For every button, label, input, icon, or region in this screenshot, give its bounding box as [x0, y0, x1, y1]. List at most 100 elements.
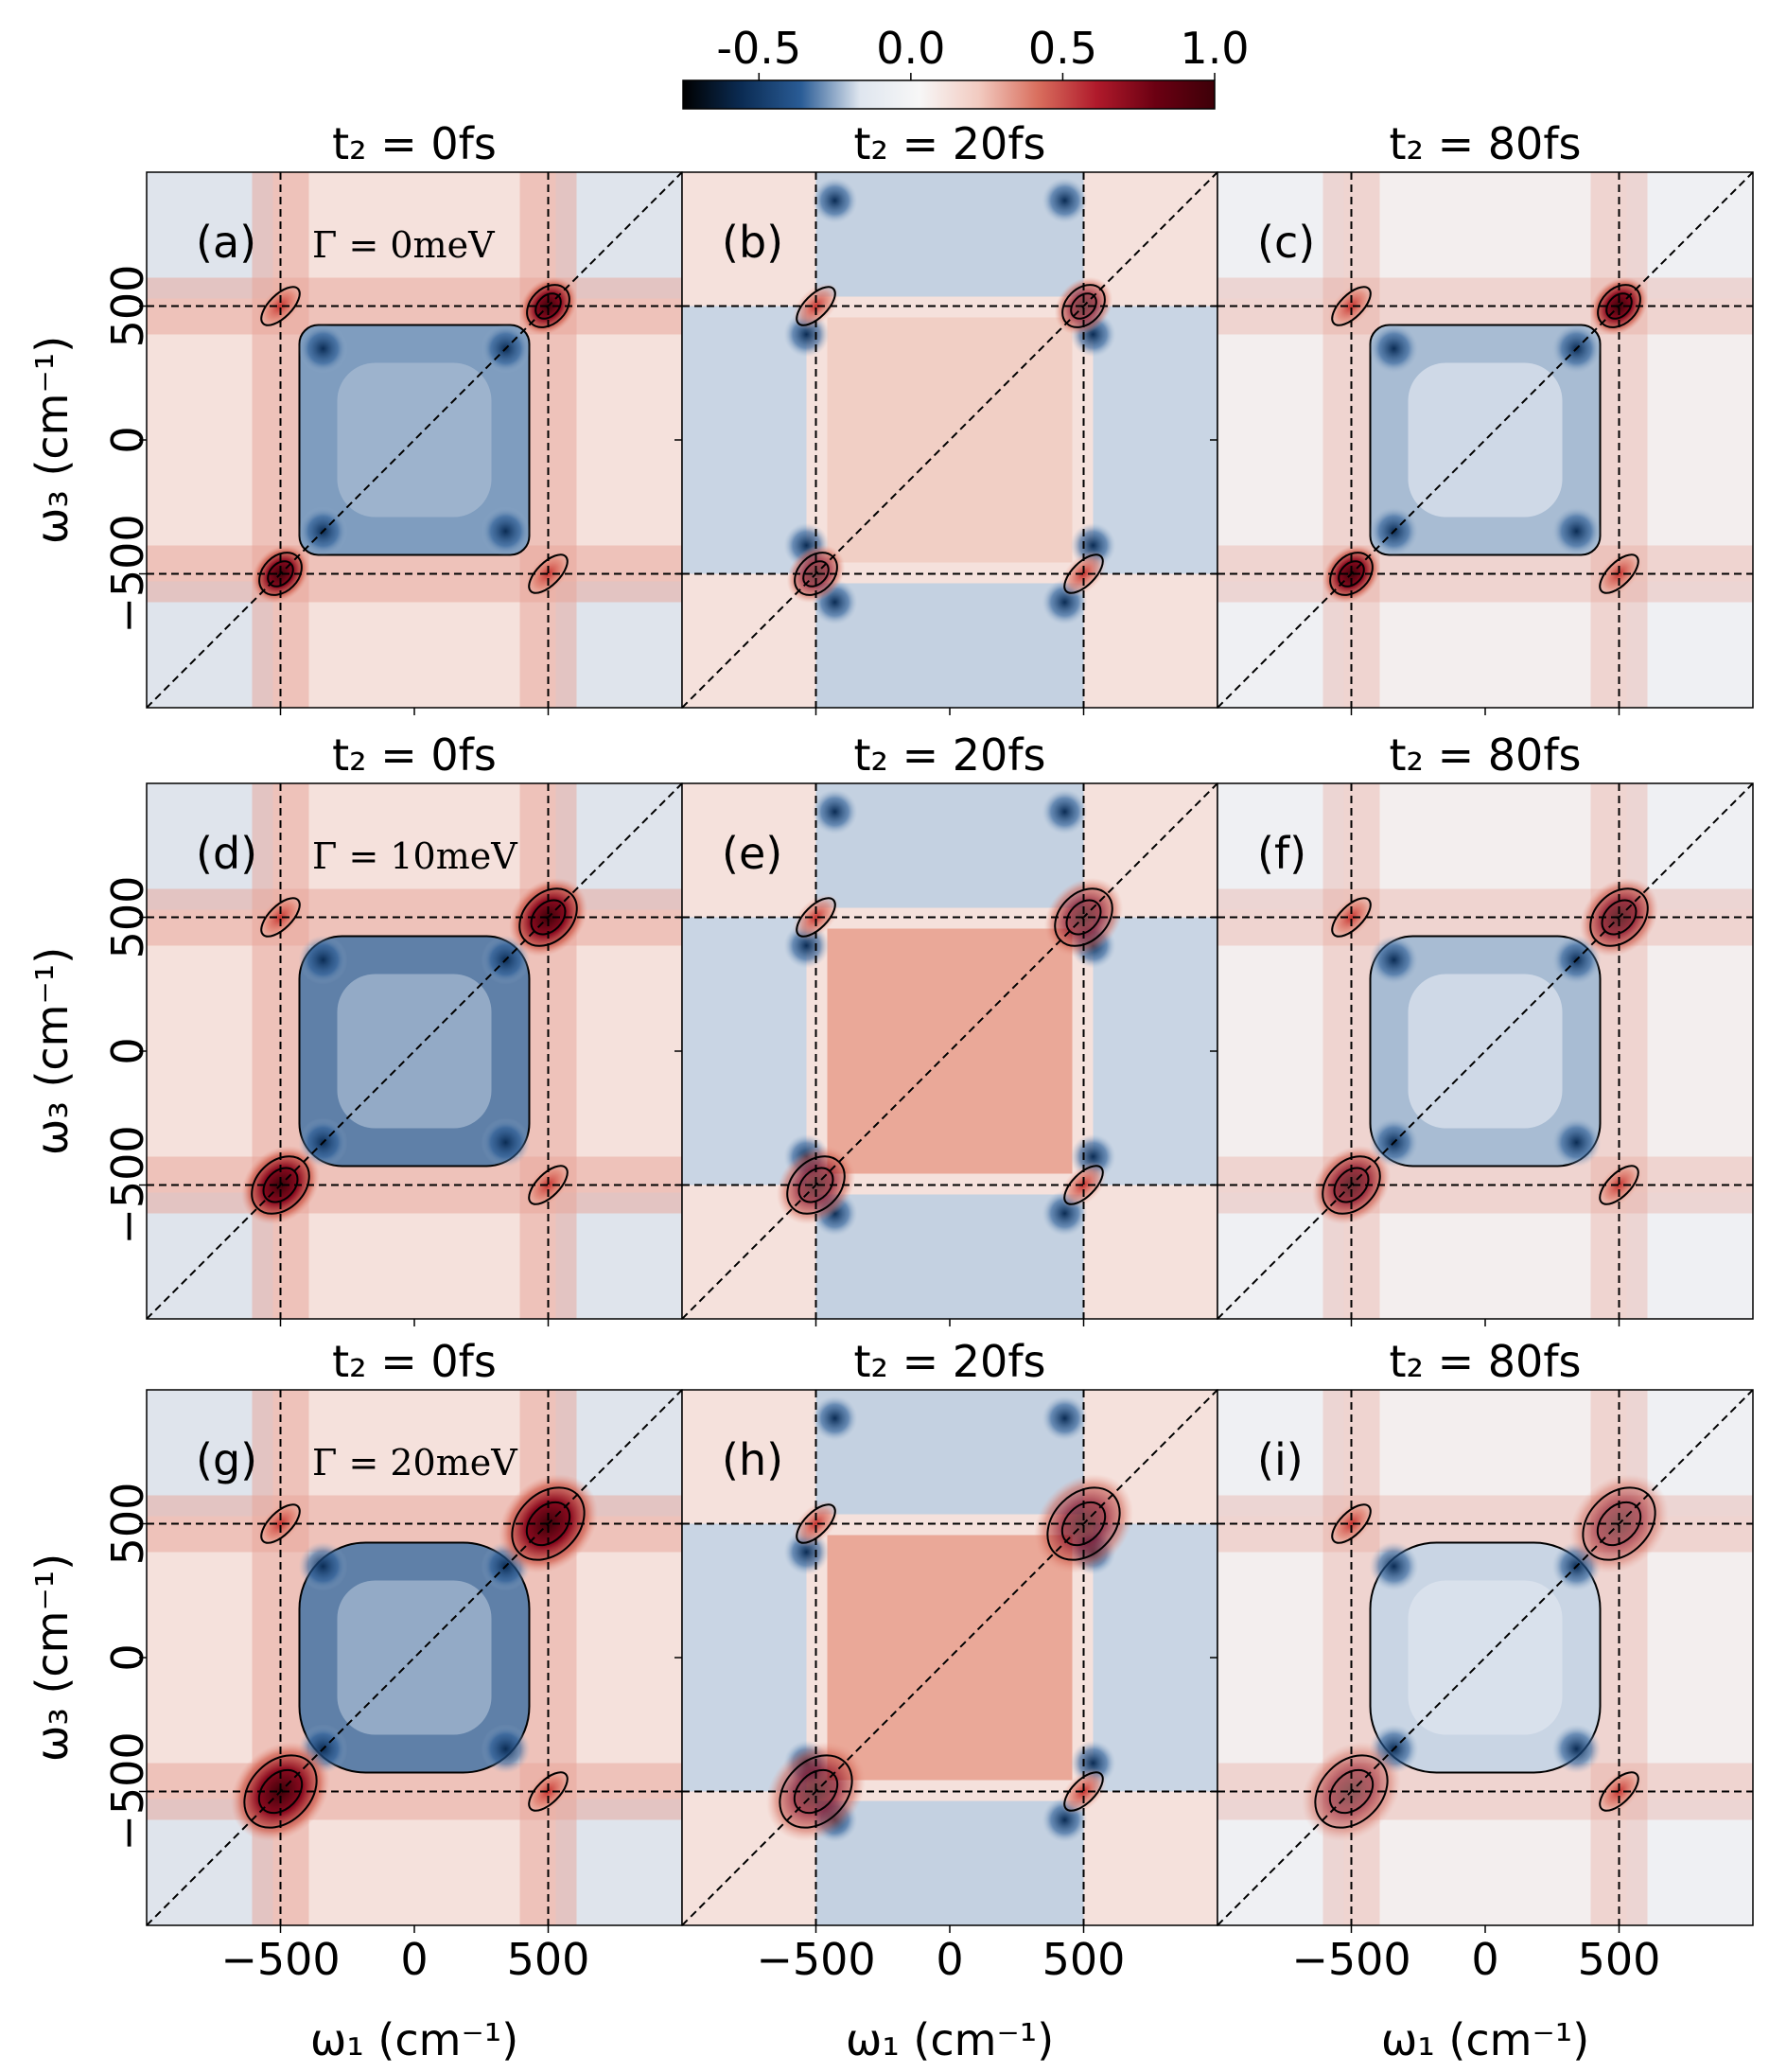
panel-a: t₂ = 0fs (a) Γ = 0meV 500 0 −500 — [102, 118, 683, 715]
cross-peak — [524, 1161, 572, 1209]
panel-label: (i) — [1257, 1434, 1304, 1485]
panel-b: t₂ = 20fs (b) — [674, 118, 1218, 715]
negative-peak — [1042, 178, 1088, 223]
x-tick-label: −500 — [220, 1934, 340, 1985]
cross-peak — [1327, 1500, 1375, 1548]
positive-region — [827, 928, 1073, 1174]
y-tick-label: 0 — [102, 426, 153, 453]
corner-region — [1217, 783, 1344, 910]
x-tick-label: −500 — [756, 1934, 875, 1985]
contour — [260, 1503, 301, 1544]
panel-g: t₂ = 0fs (g) Γ = 20meV −500 0 500 500 0 −500 — [102, 1336, 683, 1985]
cross-peak — [1327, 893, 1375, 941]
cross-peak — [1060, 1767, 1108, 1816]
negative-peak — [1042, 789, 1088, 834]
x-axis-label: ω₁ (cm⁻¹) — [846, 2014, 1054, 2065]
heatmap-field — [147, 1390, 682, 1925]
contour — [1063, 1165, 1104, 1205]
heatmap-field — [1217, 1390, 1753, 1925]
heatmap-field — [682, 783, 1217, 1319]
y-tick-label: −500 — [102, 1125, 153, 1244]
y-tick-label: 0 — [102, 1643, 153, 1671]
panel-c: t₂ = 80fs (c) — [1210, 118, 1754, 715]
negative-region — [1093, 1523, 1217, 1792]
negative-peak — [1551, 1117, 1602, 1168]
negative-peak — [481, 1724, 531, 1774]
positive-region — [827, 317, 1073, 563]
cross-peak — [792, 893, 840, 941]
y-axis-labels: ω₃ (cm⁻¹) ω₃ (cm⁻¹) ω₃ (cm⁻¹) — [26, 336, 78, 1762]
x-axis-label: ω₁ (cm⁻¹) — [310, 2014, 518, 2065]
panel-h: t₂ = 20fs (h) −500 0 500 — [674, 1336, 1218, 1985]
diagonal-line — [1217, 172, 1753, 708]
corner-region — [1626, 1192, 1753, 1319]
contour — [528, 1165, 569, 1205]
negative-region — [815, 1390, 1084, 1515]
negative-peak — [812, 1396, 858, 1441]
heatmap-field — [147, 783, 682, 1319]
cross-peak — [1060, 1161, 1108, 1209]
panel-title: t₂ = 20fs — [854, 729, 1046, 781]
y-axis-label: ω₃ (cm⁻¹) — [26, 336, 78, 544]
negative-region — [1093, 917, 1217, 1185]
cross-peak — [1327, 282, 1375, 330]
corner-region — [1217, 1390, 1344, 1517]
panel-f: t₂ = 80fs (f) — [1210, 729, 1754, 1326]
contour — [262, 1167, 299, 1203]
panel-label: (c) — [1257, 217, 1315, 268]
panel-title: t₂ = 0fs — [332, 1336, 497, 1387]
heatmap-field — [1217, 783, 1753, 1319]
colorbar-ticks: -0.5 0.0 0.5 1.0 — [716, 23, 1250, 80]
negative-peak — [1551, 1724, 1602, 1774]
panel-label: (e) — [722, 828, 782, 879]
contour — [528, 553, 569, 594]
panel-label: (b) — [722, 217, 783, 268]
y-axis-label: ω₃ (cm⁻¹) — [26, 947, 78, 1155]
negative-region — [815, 1800, 1084, 1925]
gamma-annotation: Γ = 0meV — [312, 224, 495, 266]
heatmap-field — [682, 1390, 1217, 1925]
corner-region — [1626, 1799, 1753, 1925]
contour — [797, 1167, 834, 1203]
cross-peak — [524, 1767, 572, 1816]
panel-title: t₂ = 0fs — [332, 118, 497, 169]
corner-region — [147, 1390, 273, 1517]
gamma-annotation: Γ = 20meV — [312, 1442, 517, 1484]
negative-region — [815, 172, 1084, 297]
x-axis-label: ω₁ (cm⁻¹) — [1381, 2014, 1589, 2065]
contour — [1063, 1771, 1104, 1812]
panel-title: t₂ = 80fs — [1390, 1336, 1582, 1387]
negative-peak — [1369, 324, 1419, 374]
panel-label: (a) — [196, 217, 256, 268]
x-tick-label: 500 — [1578, 1934, 1661, 1985]
x-axis-labels: ω₁ (cm⁻¹) ω₁ (cm⁻¹) ω₁ (cm⁻¹) — [310, 2014, 1589, 2065]
corner-region — [555, 1192, 682, 1319]
contour — [1599, 1771, 1639, 1812]
heatmap-field — [147, 172, 682, 708]
negative-peak — [298, 324, 348, 374]
cross-peak — [792, 282, 840, 330]
y-tick-label: 500 — [102, 265, 153, 348]
negative-region — [682, 1523, 807, 1792]
x-tick-label: 500 — [1042, 1934, 1126, 1985]
corner-region — [555, 581, 682, 708]
colorbar-tick-label: -0.5 — [716, 23, 801, 74]
y-tick-label: −500 — [102, 514, 153, 633]
cross-peak — [256, 1500, 305, 1548]
x-tick-label: −500 — [1291, 1934, 1410, 1985]
x-tick-label: 0 — [1471, 1934, 1498, 1985]
cross-peak — [1595, 1767, 1643, 1816]
colorbar-tick-label: 1.0 — [1180, 23, 1249, 74]
panel-label: (h) — [722, 1434, 783, 1485]
contour — [1331, 897, 1372, 938]
x-tick-label: 500 — [507, 1934, 590, 1985]
negative-peak — [481, 506, 531, 556]
negative-region — [815, 783, 1084, 908]
negative-peak — [812, 178, 858, 223]
contour — [260, 286, 301, 326]
diagonal-line — [147, 1390, 682, 1925]
panel-label: (g) — [196, 1434, 257, 1485]
y-tick-label: 0 — [102, 1037, 153, 1064]
y-tick-label: 500 — [102, 876, 153, 959]
contour — [1333, 1167, 1370, 1203]
